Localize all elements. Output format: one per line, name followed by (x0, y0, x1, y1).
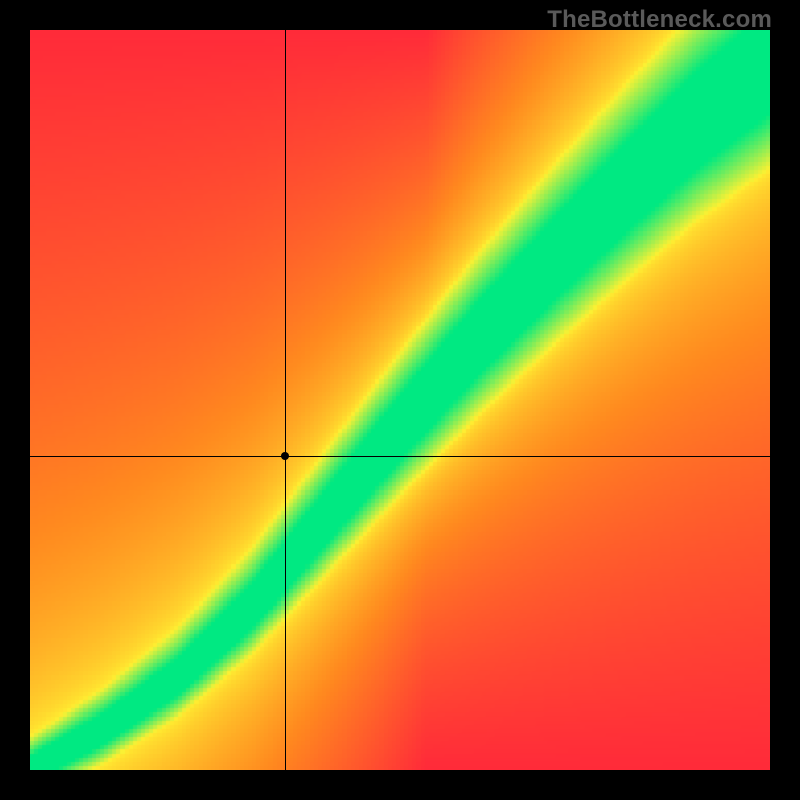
heatmap-canvas (30, 30, 770, 770)
crosshair-vertical (285, 30, 286, 770)
crosshair-horizontal (30, 456, 770, 457)
chart-frame: TheBottleneck.com (0, 0, 800, 800)
crosshair-marker (281, 452, 289, 460)
plot-area (30, 30, 770, 770)
watermark-text: TheBottleneck.com (547, 6, 772, 34)
